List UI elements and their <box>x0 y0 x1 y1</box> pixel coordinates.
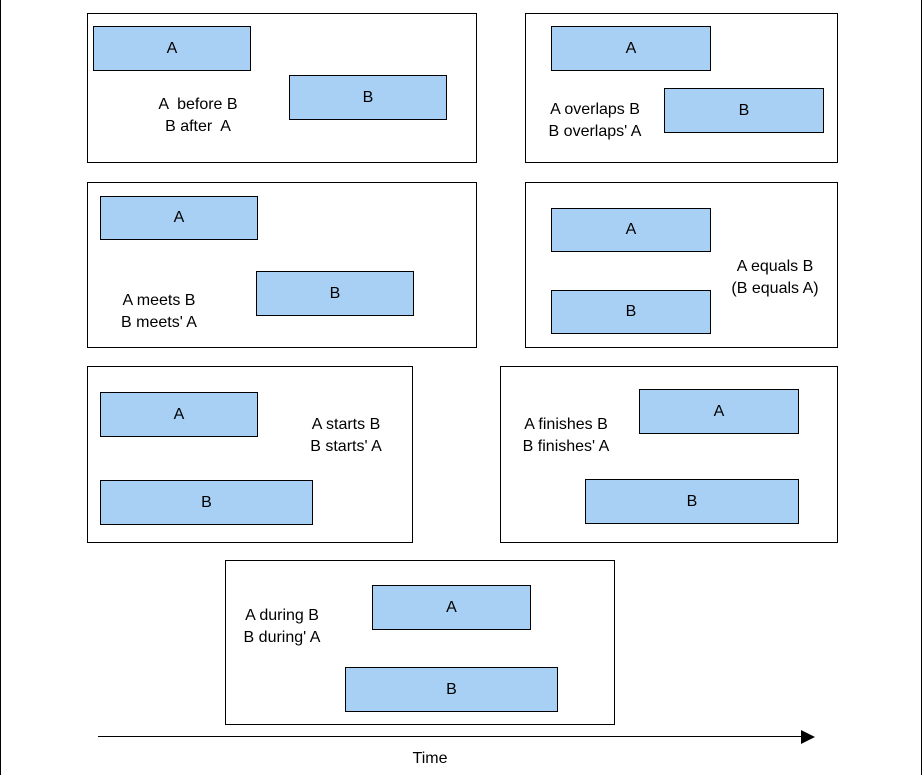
relation-line-1: A before B <box>158 96 238 113</box>
panel-during: A B A during B B during' A <box>225 560 615 725</box>
panel-equals: A B A equals B (B equals A) <box>525 182 838 348</box>
relation-line-1: A equals B <box>736 258 814 275</box>
relation-caption: A during B B during' A <box>232 605 332 649</box>
relation-caption: A equals B (B equals A) <box>721 256 829 300</box>
interval-a-label: A <box>713 402 725 420</box>
interval-b-label: B <box>201 493 212 511</box>
relation-line-2: B starts' A <box>310 438 382 455</box>
time-axis-line <box>98 736 803 737</box>
time-axis-arrowhead-icon <box>801 730 815 744</box>
panel-before: A B A before B B after A <box>87 13 477 163</box>
relation-line-1: A overlaps B <box>550 101 640 118</box>
interval-a-label: A <box>173 209 185 226</box>
relation-caption: A before B B after A <box>148 94 248 138</box>
interval-a-label: A <box>173 405 185 423</box>
interval-b-bar: B <box>289 75 447 120</box>
relation-line-1: A meets B <box>122 292 196 309</box>
relation-line-1: A starts B <box>311 416 381 433</box>
interval-b-label: B <box>329 284 341 302</box>
relation-line-1: A finishes B <box>524 416 608 433</box>
panel-meets: A B A meets B B meets' A <box>87 182 477 348</box>
interval-a-bar: A <box>551 26 711 71</box>
interval-a-bar: A <box>93 26 251 71</box>
interval-a-label: A <box>446 598 457 616</box>
panel-overlaps: A B A overlaps B B overlaps' A <box>525 13 838 163</box>
interval-b-label: B <box>686 492 698 510</box>
interval-b-label: B <box>625 303 637 320</box>
relation-line-1: A during B <box>245 607 319 624</box>
interval-a-bar: A <box>639 389 799 434</box>
interval-a-label: A <box>166 39 178 57</box>
interval-b-bar: B <box>551 290 711 334</box>
relation-caption: A starts B B starts' A <box>296 414 396 458</box>
relation-line-2: B during' A <box>243 629 321 646</box>
relation-caption: A meets B B meets' A <box>108 290 210 334</box>
interval-b-bar: B <box>345 667 558 712</box>
interval-a-label: A <box>625 39 637 57</box>
left-border-line <box>0 0 1 775</box>
relation-line-2: B overlaps' A <box>548 123 642 140</box>
interval-b-label: B <box>446 680 457 698</box>
interval-a-bar: A <box>551 208 711 252</box>
interval-b-bar: B <box>100 480 313 525</box>
relation-line-2: B meets' A <box>121 314 197 331</box>
interval-a-bar: A <box>100 392 258 437</box>
interval-a-label: A <box>625 221 637 238</box>
interval-b-bar: B <box>256 271 414 316</box>
relation-line-2: B after A <box>165 118 231 135</box>
interval-b-label: B <box>738 101 750 119</box>
relation-line-2: (B equals A) <box>731 280 819 297</box>
interval-a-bar: A <box>100 196 258 240</box>
panel-finishes: A B A finishes B B finishes' A <box>500 366 838 543</box>
panel-starts: A B A starts B B starts' A <box>87 366 413 543</box>
relation-caption: A overlaps B B overlaps' A <box>534 99 656 143</box>
relation-caption: A finishes B B finishes' A <box>507 414 625 458</box>
relation-line-2: B finishes' A <box>522 438 610 455</box>
interval-b-bar: B <box>664 88 824 133</box>
time-axis-label: Time <box>412 750 448 767</box>
interval-a-bar: A <box>372 585 531 630</box>
interval-b-label: B <box>362 88 374 106</box>
interval-b-bar: B <box>585 479 799 524</box>
